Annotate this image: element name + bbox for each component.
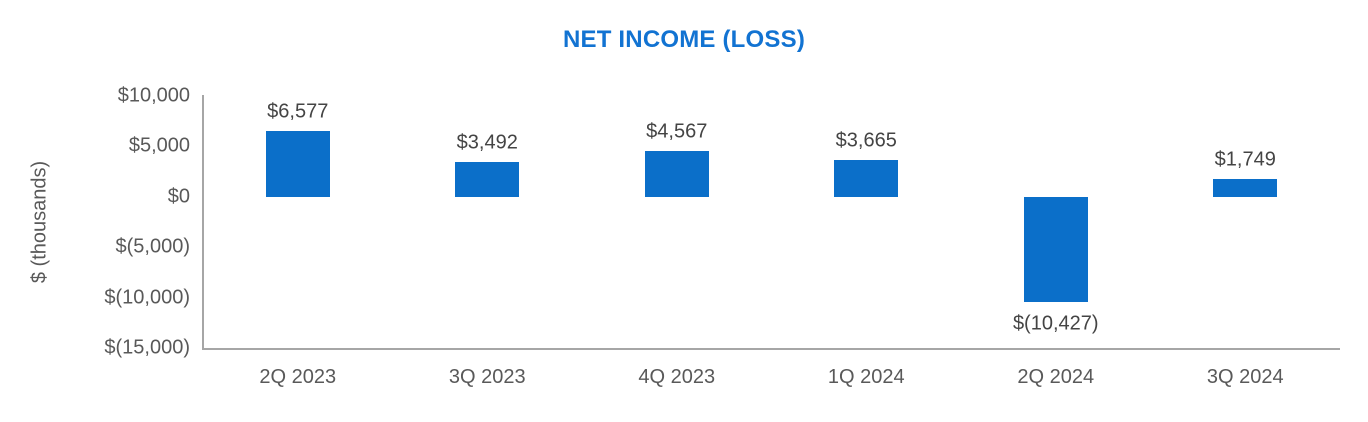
y-tick-label: $(10,000)	[104, 286, 190, 309]
y-tick-label: $10,000	[117, 84, 190, 107]
data-label: $1,749	[1214, 148, 1276, 171]
x-tick-label: 2Q 2023	[259, 366, 337, 388]
bar-4q-2023	[644, 150, 709, 197]
y-tick-label: $(15,000)	[104, 336, 190, 359]
y-tick-label: $(5,000)	[115, 235, 191, 258]
x-tick-label: 3Q 2024	[1206, 366, 1284, 388]
data-label: $6,577	[267, 100, 329, 122]
bar-3q-2023	[455, 161, 520, 197]
x-tick-label: 4Q 2023	[638, 366, 716, 388]
x-tick-label: 1Q 2024	[827, 366, 905, 388]
data-label: $(10,427)	[1012, 312, 1099, 335]
x-tick-label: 2Q 2024	[1017, 366, 1095, 388]
data-label: $3,665	[835, 129, 897, 152]
bar-3q-2024	[1213, 179, 1278, 197]
y-axis-line	[202, 95, 204, 349]
bar-2q-2024	[1023, 196, 1088, 302]
data-label: $4,567	[646, 120, 708, 143]
y-tick-label: $5,000	[128, 134, 190, 157]
chart-title: NET INCOME (LOSS)	[562, 26, 806, 53]
bar-2q-2023	[265, 130, 330, 197]
y-axis-title-text: $ (thousands)	[28, 160, 51, 284]
data-label: $3,492	[456, 131, 518, 154]
bar-1q-2024	[834, 159, 899, 197]
x-axis-line	[202, 348, 1340, 350]
x-tick-label: 3Q 2023	[448, 366, 526, 388]
y-tick-label: $0	[167, 185, 190, 208]
